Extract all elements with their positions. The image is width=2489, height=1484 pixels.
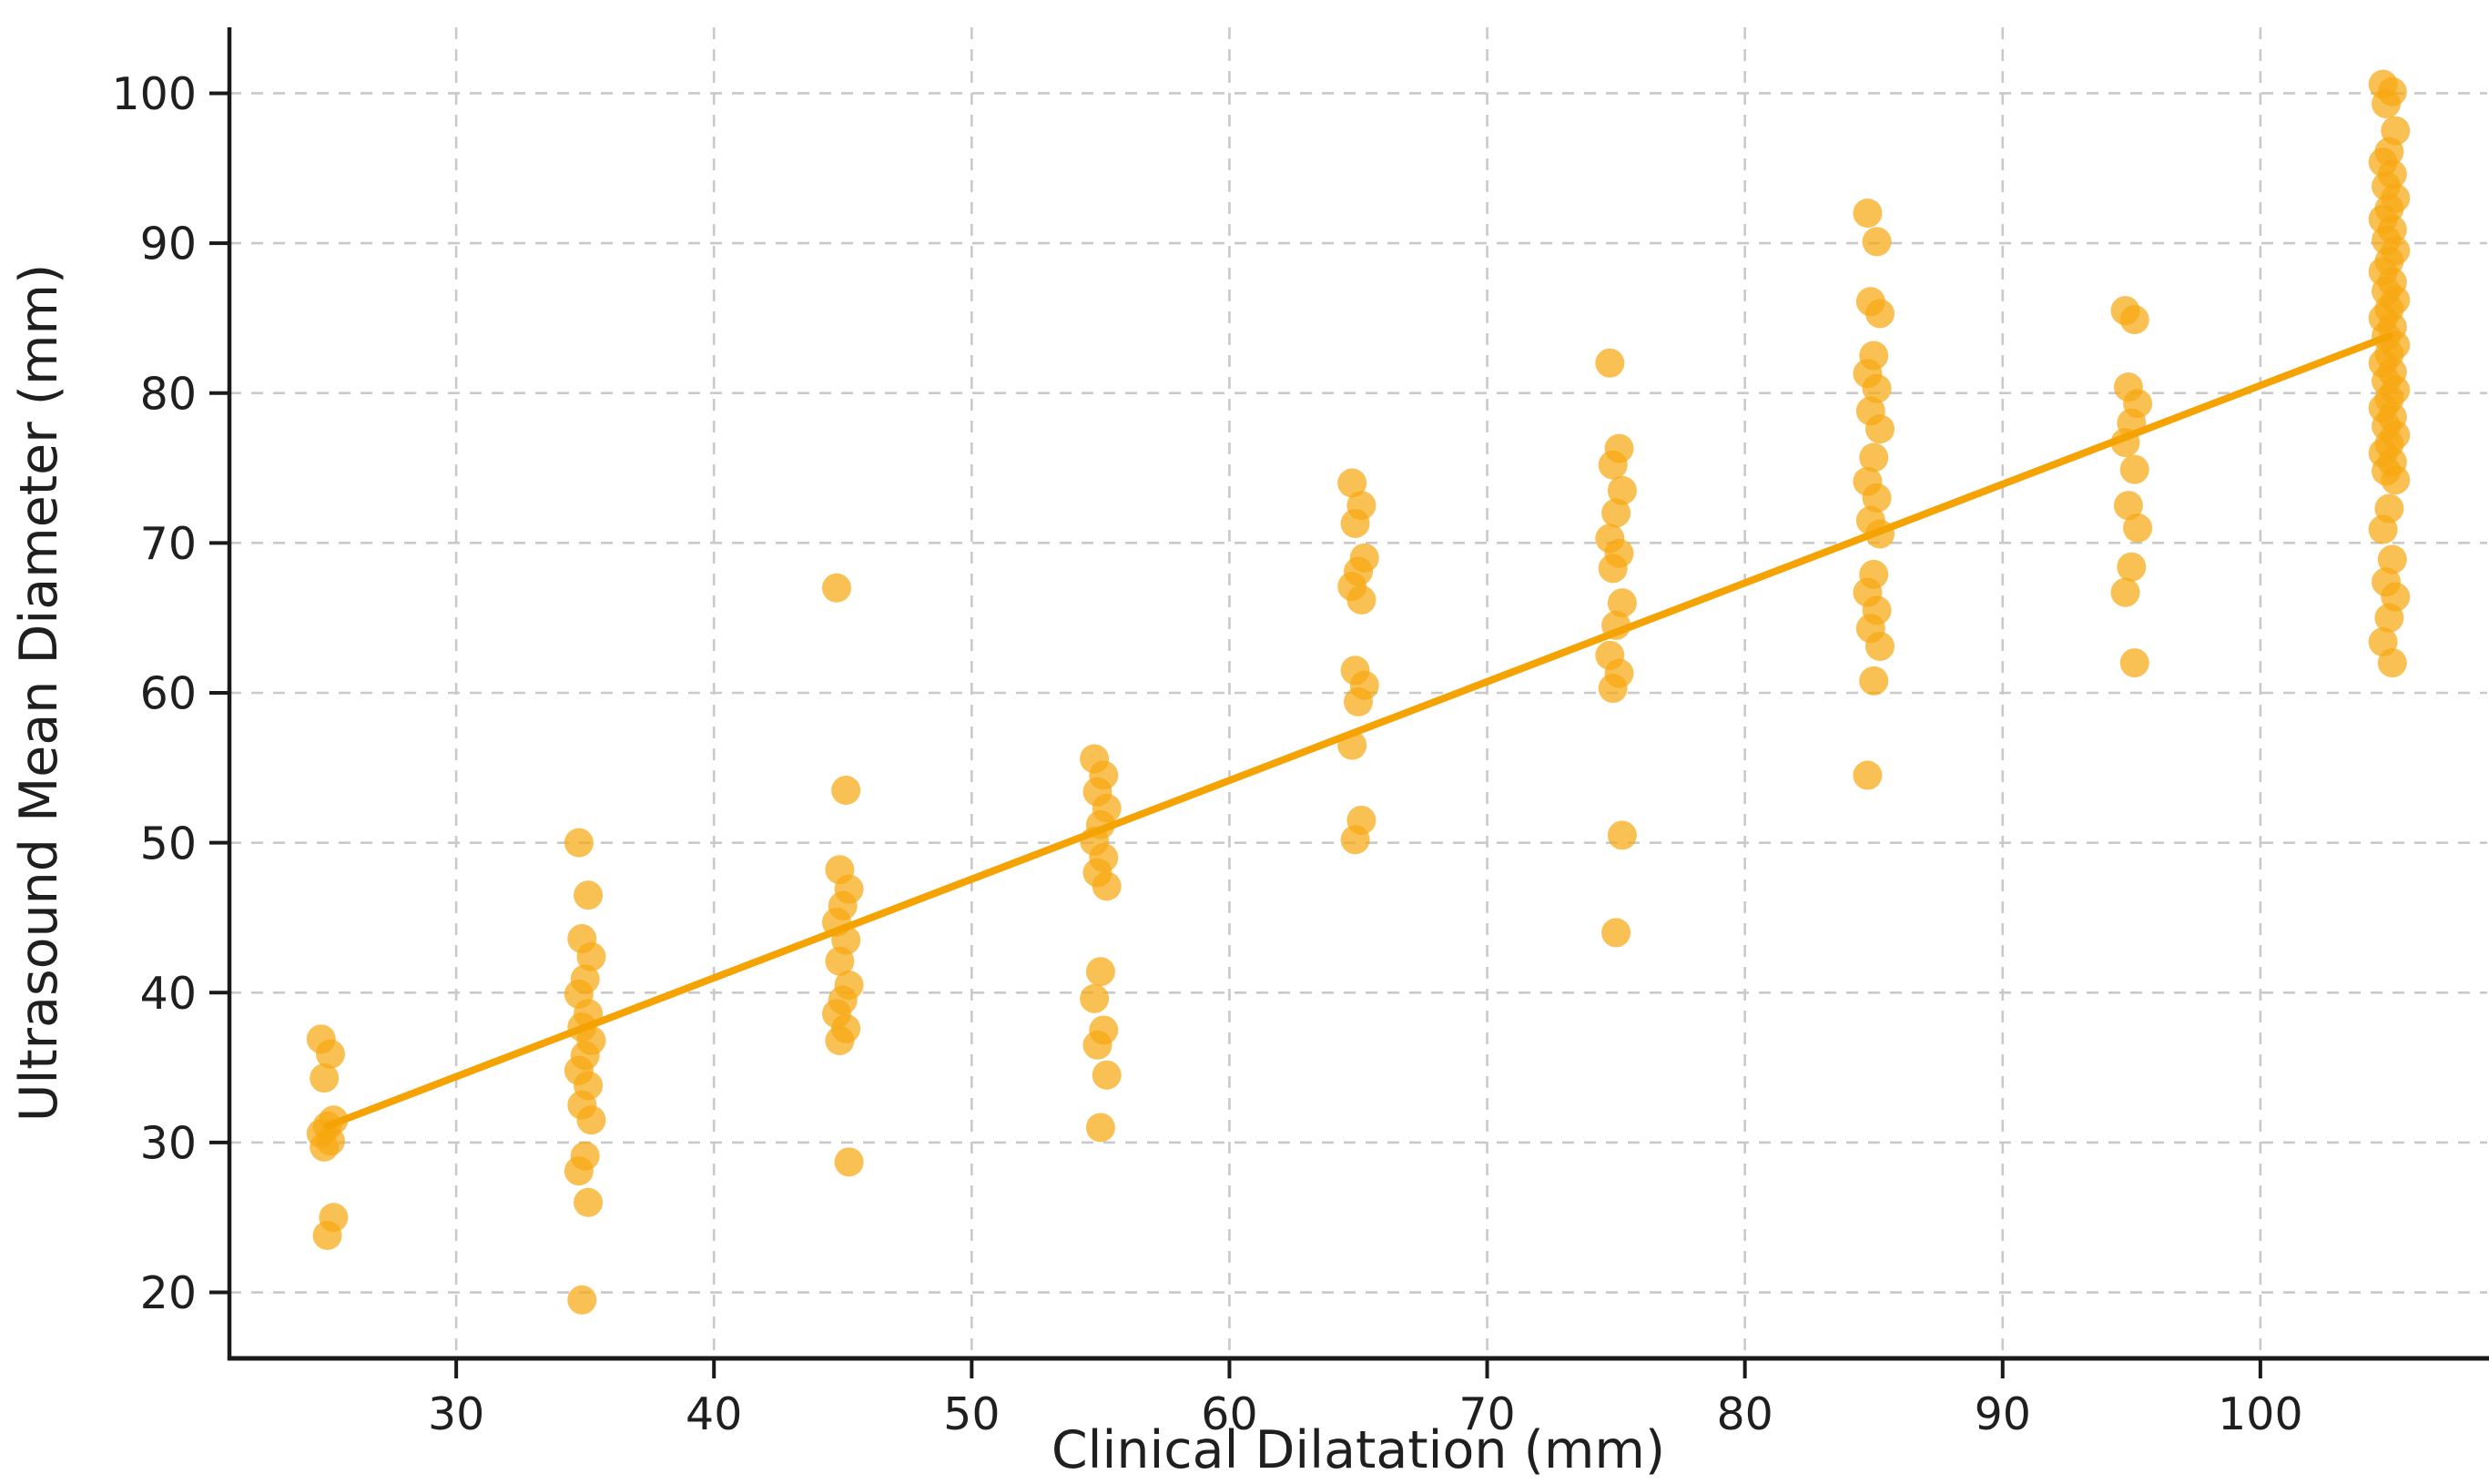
scatter-point: [1346, 584, 1377, 615]
scatter-point: [2117, 552, 2147, 582]
scatter-point: [2119, 648, 2149, 678]
tick-marks-group: [209, 91, 2262, 1378]
scatter-point: [1853, 198, 1883, 229]
scatter-point: [1337, 468, 1367, 498]
scatter-point: [576, 941, 606, 971]
scatter-point: [1344, 686, 1373, 717]
gridlines-group: [229, 27, 2487, 1358]
scatter-point: [1862, 373, 1892, 403]
y-tick-label: 60: [140, 668, 197, 720]
scatter-point: [831, 776, 861, 806]
scatter-point: [1082, 1030, 1112, 1060]
scatter-point: [312, 1220, 342, 1250]
scatter-point: [574, 1187, 604, 1217]
scatter-point: [2372, 88, 2402, 118]
x-tick-label: 100: [2218, 1388, 2303, 1440]
y-tick-label: 70: [140, 518, 197, 570]
scatter-point: [567, 1285, 597, 1315]
tick-labels-group: 20 30 40 50 60 70 80 90 100 30 40 50 60 70 80 90 100: [111, 68, 2302, 1440]
scatter-point: [1080, 983, 1110, 1013]
scatter-point: [2368, 514, 2398, 544]
scatter-point: [1865, 414, 1895, 444]
y-tick-label: 50: [140, 818, 197, 869]
scatter-point: [576, 1105, 606, 1135]
y-tick-label: 20: [140, 1267, 197, 1319]
scatter-point: [564, 828, 594, 858]
scatter-point: [825, 1025, 855, 1055]
scatter-point: [574, 880, 604, 910]
scatter-point: [315, 1039, 345, 1069]
trend-line-group: [323, 332, 2393, 1130]
scatter-point: [2123, 513, 2153, 543]
scatter-point: [1853, 760, 1883, 790]
scatter-point: [1862, 227, 1892, 257]
scatter-point: [310, 1063, 340, 1093]
scatter-point: [1607, 475, 1637, 505]
scatter-point: [2119, 305, 2149, 335]
y-axis-label: Ultrasound Mean Diameter (mm): [9, 264, 69, 1123]
x-tick-label: 50: [943, 1388, 1000, 1440]
scatter-point: [1340, 508, 1370, 538]
scatter-point: [1340, 825, 1370, 855]
scatter-point: [1865, 631, 1895, 661]
scatter-point: [1859, 666, 1889, 696]
scatter-point: [1092, 1060, 1122, 1090]
scatter-point: [1601, 498, 1631, 528]
scatter-point: [1865, 299, 1895, 329]
scatter-point: [1085, 1113, 1115, 1143]
scatter-point: [1595, 348, 1625, 378]
scatter-point: [310, 1132, 340, 1162]
scatter-point: [1862, 483, 1892, 513]
scatter-point: [1085, 957, 1115, 987]
y-tick-label: 40: [140, 968, 197, 1020]
scatter-point: [2377, 648, 2407, 678]
scatter-point: [1598, 450, 1628, 480]
scatter-point: [1601, 918, 1631, 948]
x-tick-label: 70: [1458, 1388, 1515, 1440]
x-tick-label: 30: [428, 1388, 484, 1440]
scatter-point: [2381, 465, 2411, 495]
scatter-point: [1092, 871, 1122, 901]
scatter-point: [1598, 554, 1628, 584]
scatter-point: [1859, 442, 1889, 473]
scatter-point: [825, 946, 855, 976]
x-tick-label: 90: [1975, 1388, 2031, 1440]
y-tick-label: 100: [111, 68, 197, 120]
scatter-point: [2377, 544, 2407, 574]
scatter-point: [1598, 674, 1628, 704]
x-tick-label: 80: [1716, 1388, 1773, 1440]
scatter-point: [2119, 454, 2149, 484]
x-axis-label: Clinical Dilatation (mm): [1051, 1420, 1665, 1480]
y-tick-label: 90: [140, 219, 197, 270]
regression-line: [323, 332, 2393, 1130]
y-tick-label: 80: [140, 368, 197, 420]
scatter-point: [821, 573, 851, 603]
scatter-point: [2374, 603, 2404, 633]
y-tick-label: 30: [140, 1118, 197, 1170]
scatter-point: [834, 1147, 864, 1177]
scatter-point: [2110, 577, 2140, 607]
scatter-point: [1607, 588, 1637, 618]
x-tick-label: 40: [686, 1388, 742, 1440]
x-tick-label: 60: [1201, 1388, 1257, 1440]
scatter-point: [564, 1156, 594, 1186]
scatter-point: [2113, 491, 2143, 521]
scatter-point: [1607, 820, 1637, 850]
